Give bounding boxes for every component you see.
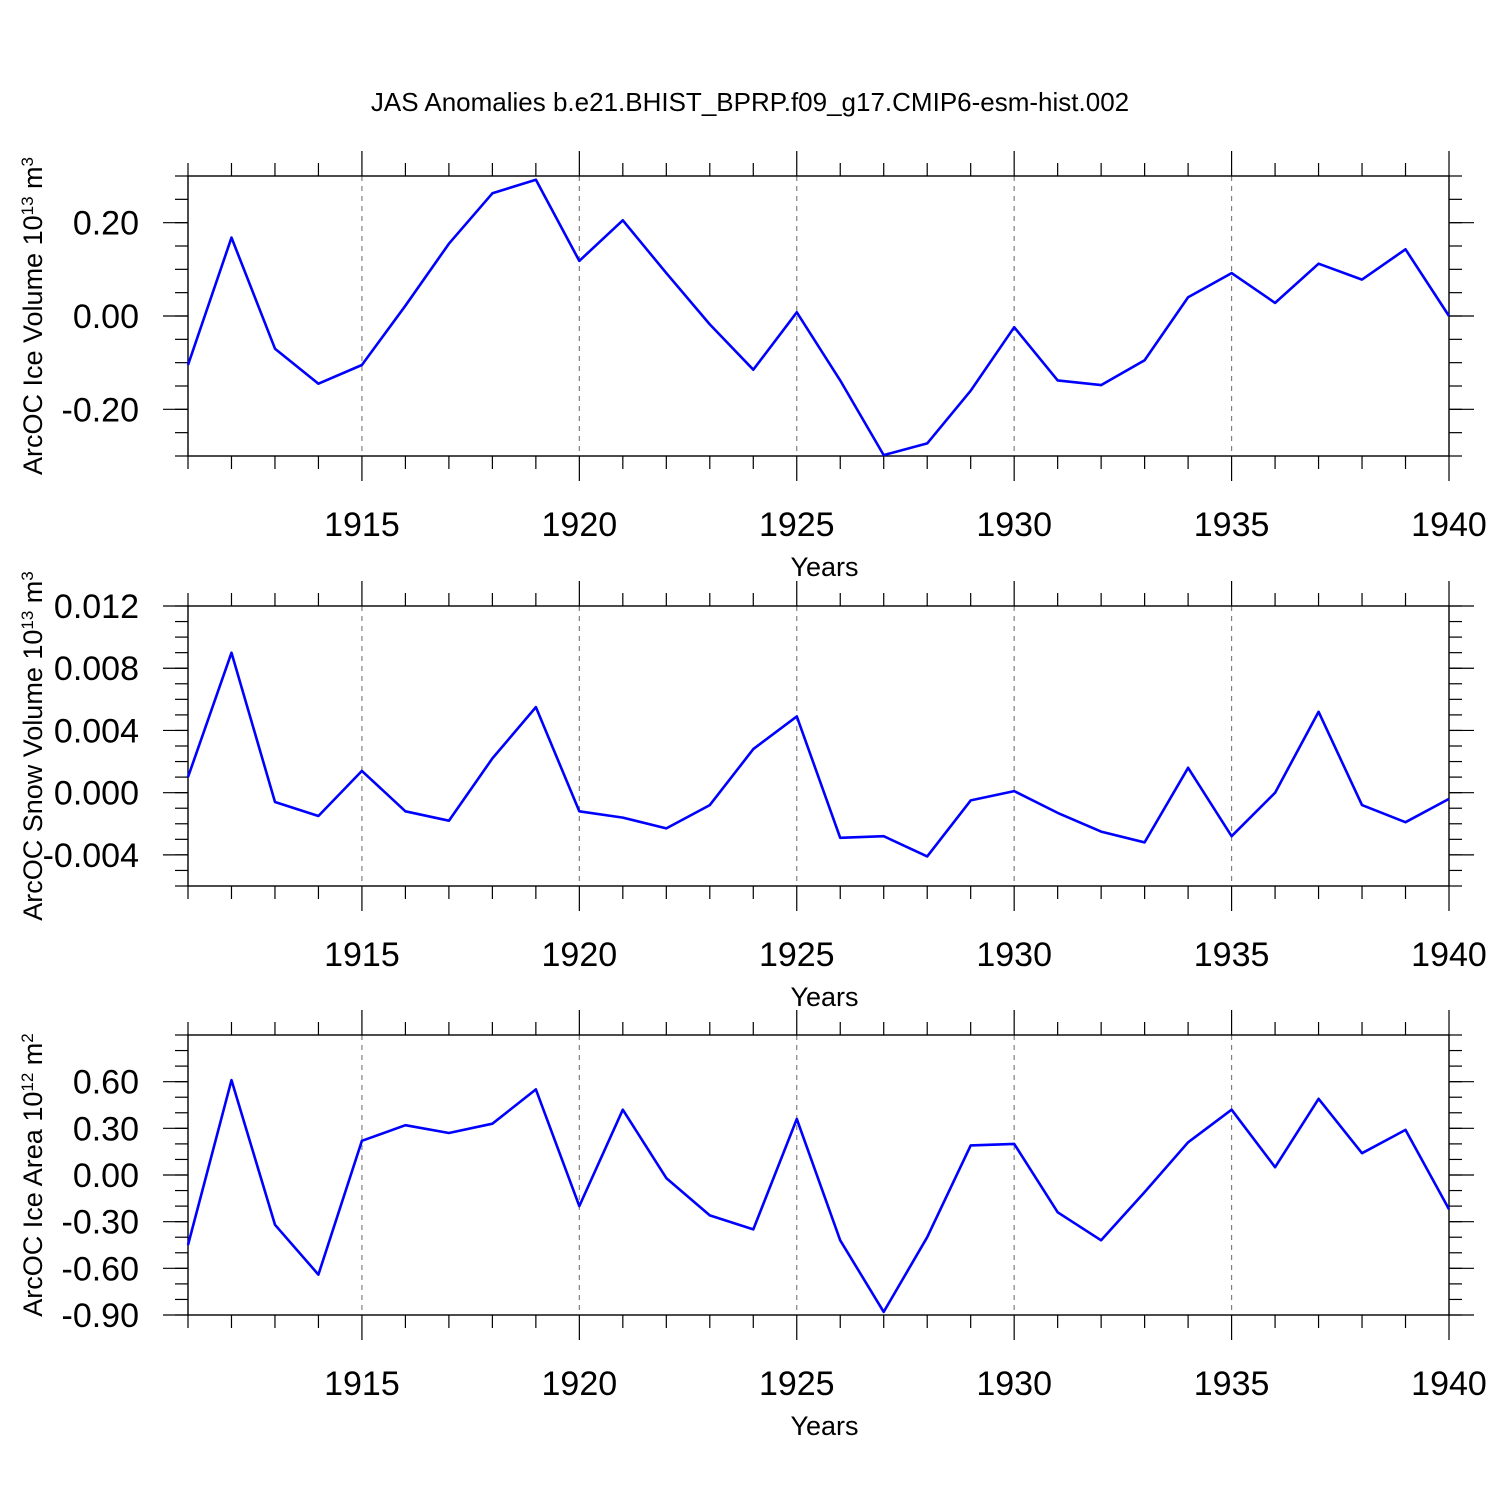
x-tick-label: 1940 — [1411, 1365, 1487, 1403]
y-axis-label: ArcOC Ice Volume 1013 m3 — [18, 157, 49, 475]
x-tick-label: 1930 — [976, 936, 1052, 974]
x-tick-label: 1915 — [324, 936, 400, 974]
y-tick-label: 0.00 — [73, 298, 139, 336]
y-tick-label: 0.60 — [73, 1064, 139, 1102]
x-tick-label: 1935 — [1194, 1365, 1270, 1403]
panel-2: 1915 1920 1925 1930 1935 1940 Years 0.012 0.008 0… — [18, 571, 1487, 1012]
y-tick-label: 0.00 — [73, 1157, 139, 1195]
plot-frame — [187, 175, 1450, 457]
x-tick-label: 1930 — [976, 506, 1052, 544]
series-line — [186, 651, 1450, 858]
y-tick-label: -0.30 — [62, 1204, 140, 1242]
x-tick-label: 1935 — [1194, 506, 1270, 544]
y-tick-label: -0.004 — [43, 837, 139, 875]
x-axis-label: Years — [790, 1411, 858, 1441]
x-tick-label: 1920 — [542, 1365, 618, 1403]
y-axis-label: ArcOC Snow Volume 1013 m3 — [18, 571, 49, 921]
y-tick-label: 0.000 — [54, 775, 139, 813]
x-tick-label: 1915 — [324, 506, 400, 544]
x-tick-label: 1920 — [542, 506, 618, 544]
x-tick-label: 1930 — [976, 1365, 1052, 1403]
y-tick-label: -0.20 — [62, 391, 140, 429]
panel-3: 1915 1920 1925 1930 1935 1940 Years 0.60 0.30 0.0… — [18, 1010, 1487, 1441]
x-tick-label: 1940 — [1411, 936, 1487, 974]
y-tick-label: 0.30 — [73, 1110, 139, 1148]
figure-title: JAS Anomalies b.e21.BHIST_BPRP.f09_g17.C… — [371, 87, 1129, 117]
x-tick-label: 1925 — [759, 1365, 835, 1403]
x-axis-label: Years — [790, 982, 858, 1012]
x-tick-label: 1935 — [1194, 936, 1270, 974]
series-line — [186, 178, 1451, 457]
y-tick-label: -0.90 — [62, 1297, 140, 1335]
x-tick-label: 1915 — [324, 1365, 400, 1403]
plot-frame — [187, 1034, 1450, 1316]
x-tick-label: 1920 — [542, 936, 618, 974]
x-axis-label: Years — [790, 552, 858, 582]
y-tick-label: -0.60 — [62, 1250, 140, 1288]
x-tick-label: 1925 — [759, 506, 835, 544]
y-axis-label: ArcOC Ice Area 1012 m2 — [18, 1033, 49, 1317]
x-tick-label: 1925 — [759, 936, 835, 974]
y-tick-label: 0.008 — [54, 650, 139, 688]
x-tick-label: 1940 — [1411, 506, 1487, 544]
panel-1: 1915 1920 1925 1930 1935 1940 Years 0.20 0.00 -0.… — [18, 151, 1487, 582]
plot-frame — [187, 605, 1450, 887]
y-tick-label: 0.004 — [54, 712, 139, 750]
y-tick-label: 0.012 — [54, 588, 139, 626]
y-tick-label: 0.20 — [73, 205, 139, 243]
series-line — [186, 1078, 1451, 1314]
